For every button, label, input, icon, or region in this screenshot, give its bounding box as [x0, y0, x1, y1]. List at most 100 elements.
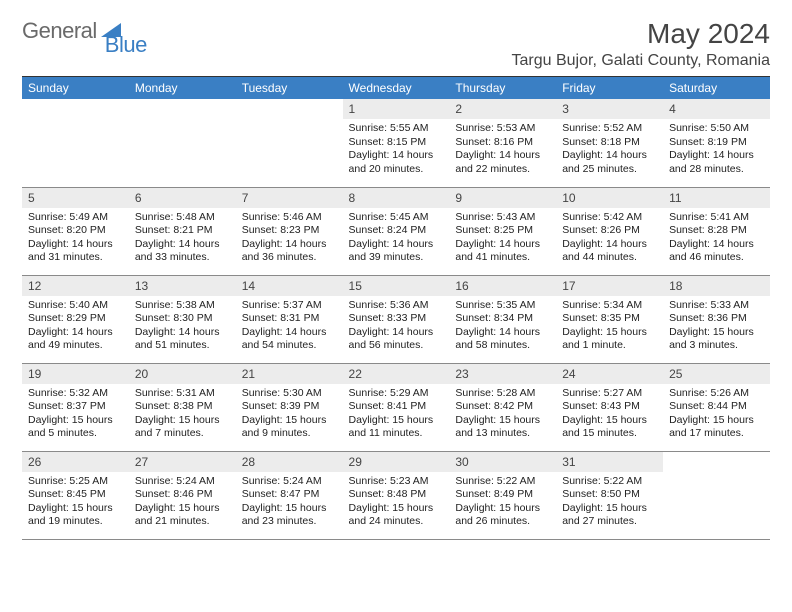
calendar-cell: 30Sunrise: 5:22 AMSunset: 8:49 PMDayligh…	[449, 451, 556, 539]
daylight-line: and 51 minutes.	[135, 339, 230, 353]
daylight-line: Daylight: 14 hours	[669, 238, 764, 252]
calendar-cell: 4Sunrise: 5:50 AMSunset: 8:19 PMDaylight…	[663, 99, 770, 187]
daylight-line: Daylight: 15 hours	[669, 326, 764, 340]
sunrise-line: Sunrise: 5:43 AM	[455, 211, 550, 225]
day-number: 20	[129, 364, 236, 384]
daylight-line: and 33 minutes.	[135, 251, 230, 265]
daylight-line: and 36 minutes.	[242, 251, 337, 265]
calendar-row: 1Sunrise: 5:55 AMSunset: 8:15 PMDaylight…	[22, 99, 770, 187]
day-details: Sunrise: 5:38 AMSunset: 8:30 PMDaylight:…	[129, 296, 236, 357]
calendar-cell: 26Sunrise: 5:25 AMSunset: 8:45 PMDayligh…	[22, 451, 129, 539]
sunset-line: Sunset: 8:41 PM	[349, 400, 444, 414]
daylight-line: and 3 minutes.	[669, 339, 764, 353]
calendar-cell	[129, 99, 236, 187]
daylight-line: and 39 minutes.	[349, 251, 444, 265]
day-number: 23	[449, 364, 556, 384]
calendar-cell: 7Sunrise: 5:46 AMSunset: 8:23 PMDaylight…	[236, 187, 343, 275]
calendar-cell: 28Sunrise: 5:24 AMSunset: 8:47 PMDayligh…	[236, 451, 343, 539]
sunrise-line: Sunrise: 5:33 AM	[669, 299, 764, 313]
daylight-line: Daylight: 14 hours	[455, 238, 550, 252]
daylight-line: and 26 minutes.	[455, 515, 550, 529]
sunset-line: Sunset: 8:31 PM	[242, 312, 337, 326]
sunset-line: Sunset: 8:36 PM	[669, 312, 764, 326]
sunrise-line: Sunrise: 5:46 AM	[242, 211, 337, 225]
calendar-row: 19 Sunrise: 5:32 AMSunset: 8:37 PM Dayligh…	[22, 363, 770, 451]
day-details	[236, 105, 343, 111]
weekday-header: Sunday	[22, 77, 129, 100]
day-number: 8	[343, 188, 450, 208]
calendar-cell: 31Sunrise: 5:22 AMSunset: 8:50 PMDayligh…	[556, 451, 663, 539]
daylight-line: and 54 minutes.	[242, 339, 337, 353]
daylight-line: Daylight: 14 hours	[455, 326, 550, 340]
sunrise-line: Sunrise: 5:41 AM	[669, 211, 764, 225]
calendar-cell: 25Sunrise: 5:26 AMSunset: 8:44 PMDayligh…	[663, 363, 770, 451]
day-number: 1	[343, 99, 450, 119]
sunset-line: Sunset: 8:50 PM	[562, 488, 657, 502]
daylight-line: Daylight: 15 hours	[562, 326, 657, 340]
day-details: Sunrise: 5:37 AMSunset: 8:31 PMDaylight:…	[236, 296, 343, 357]
sunrise-line: Sunrise: 5:37 AM	[242, 299, 337, 313]
daylight-line: Daylight: 15 hours	[28, 502, 123, 516]
calendar-cell: 5Sunrise: 5:49 AMSunset: 8:20 PMDaylight…	[22, 187, 129, 275]
sunrise-line: Sunrise: 5:38 AM	[135, 299, 230, 313]
day-number: 15	[343, 276, 450, 296]
calendar-cell: 16Sunrise: 5:35 AMSunset: 8:34 PMDayligh…	[449, 275, 556, 363]
sunrise-line: Sunrise: 5:32 AM	[28, 387, 123, 401]
logo-text-blue: Blue	[105, 32, 147, 58]
weekday-header-row: Sunday Monday Tuesday Wednesday Thursday…	[22, 77, 770, 100]
calendar-cell: 24Sunrise: 5:27 AMSunset: 8:43 PMDayligh…	[556, 363, 663, 451]
sunset-line: Sunset: 8:20 PM	[28, 224, 123, 238]
daylight-line: Daylight: 15 hours	[135, 414, 230, 428]
sunset-line: Sunset: 8:26 PM	[562, 224, 657, 238]
daylight-line: Daylight: 14 hours	[562, 149, 657, 163]
sunset-line: Sunset: 8:45 PM	[28, 488, 123, 502]
sunset-line: Sunset: 8:35 PM	[562, 312, 657, 326]
daylight-line: and 56 minutes.	[349, 339, 444, 353]
calendar-cell: 3Sunrise: 5:52 AMSunset: 8:18 PMDaylight…	[556, 99, 663, 187]
sunrise-line: Sunrise: 5:23 AM	[349, 475, 444, 489]
day-number: 12	[22, 276, 129, 296]
page-header: General Blue May 2024 Targu Bujor, Galat…	[22, 18, 770, 70]
daylight-line: and 28 minutes.	[669, 163, 764, 177]
daylight-line: and 13 minutes.	[455, 427, 550, 441]
sunset-line: Sunset: 8:25 PM	[455, 224, 550, 238]
daylight-line: Daylight: 15 hours	[669, 414, 764, 428]
calendar-cell: 27Sunrise: 5:24 AMSunset: 8:46 PMDayligh…	[129, 451, 236, 539]
calendar-cell: 18Sunrise: 5:33 AMSunset: 8:36 PMDayligh…	[663, 275, 770, 363]
sunrise-line: Sunrise: 5:40 AM	[28, 299, 123, 313]
daylight-line: Daylight: 15 hours	[349, 414, 444, 428]
day-details: Sunrise: 5:34 AMSunset: 8:35 PMDaylight:…	[556, 296, 663, 357]
sunset-line: Sunset: 8:38 PM	[135, 400, 230, 414]
sunset-line: Sunset: 8:34 PM	[455, 312, 550, 326]
day-details: Sunrise: 5:30 AMSunset: 8:39 PMDaylight:…	[236, 384, 343, 445]
calendar-cell: 22Sunrise: 5:29 AMSunset: 8:41 PMDayligh…	[343, 363, 450, 451]
day-details: Sunrise: 5:46 AMSunset: 8:23 PMDaylight:…	[236, 208, 343, 269]
daylight-line: Daylight: 15 hours	[242, 502, 337, 516]
sunrise-line: Sunrise: 5:25 AM	[28, 475, 123, 489]
daylight-line: Daylight: 14 hours	[135, 326, 230, 340]
day-details: Sunrise: 5:31 AMSunset: 8:38 PMDaylight:…	[129, 384, 236, 445]
sunset-line: Sunset: 8:47 PM	[242, 488, 337, 502]
day-details: Sunrise: 5:35 AMSunset: 8:34 PMDaylight:…	[449, 296, 556, 357]
sunrise-line: Sunrise: 5:52 AM	[562, 122, 657, 136]
daylight-line: Daylight: 15 hours	[455, 502, 550, 516]
calendar-cell: 15Sunrise: 5:36 AMSunset: 8:33 PMDayligh…	[343, 275, 450, 363]
daylight-line: and 19 minutes.	[28, 515, 123, 529]
daylight-line: and 31 minutes.	[28, 251, 123, 265]
sunrise-line: Sunrise: 5:22 AM	[455, 475, 550, 489]
daylight-line: and 1 minute.	[562, 339, 657, 353]
day-number: 17	[556, 276, 663, 296]
daylight-line: and 20 minutes.	[349, 163, 444, 177]
sunrise-line: Sunrise: 5:30 AM	[242, 387, 337, 401]
day-details: Sunrise: 5:36 AMSunset: 8:33 PMDaylight:…	[343, 296, 450, 357]
sunrise-line: Sunrise: 5:42 AM	[562, 211, 657, 225]
sunset-line: Sunset: 8:37 PM	[28, 400, 123, 414]
calendar-cell: 13Sunrise: 5:38 AMSunset: 8:30 PMDayligh…	[129, 275, 236, 363]
sunset-line: Sunset: 8:15 PM	[349, 136, 444, 150]
sunrise-line: Sunrise: 5:45 AM	[349, 211, 444, 225]
sunset-line: Sunset: 8:33 PM	[349, 312, 444, 326]
day-number: 19	[22, 364, 129, 384]
logo: General Blue	[22, 18, 147, 44]
sunset-line: Sunset: 8:29 PM	[28, 312, 123, 326]
day-number: 3	[556, 99, 663, 119]
